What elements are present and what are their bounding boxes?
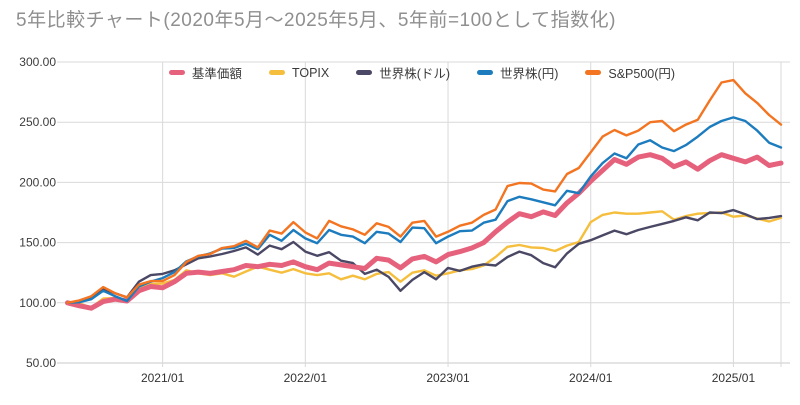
legend-item-0[interactable]: 基準価額 — [168, 63, 242, 82]
legend-label: 世界株(ドル) — [379, 67, 451, 81]
legend-label: 世界株(円) — [500, 67, 559, 81]
legend-item-2[interactable]: 世界株(ドル) — [356, 63, 450, 82]
legend-label: 基準価額 — [191, 67, 242, 81]
legend-label: TOPIX — [291, 65, 330, 80]
series-line-TOPIX — [66, 210, 783, 309]
chart-title: 5年比較チャート(2020年5月〜2025年5月、5年前=100として指数化) — [16, 10, 616, 31]
legend-swatch-icon — [356, 70, 373, 75]
y-axis-label: 50.00 — [26, 356, 56, 370]
x-axis-label: 2023/01 — [426, 371, 470, 385]
legend-swatch-icon — [268, 70, 285, 75]
x-axis-label: 2025/01 — [712, 371, 756, 385]
series-line-基準価額 — [65, 152, 784, 311]
legend-swatch-icon — [168, 70, 185, 75]
legend-swatch-icon — [585, 70, 602, 75]
series-line-世界株(ドル) — [66, 208, 783, 304]
y-axis-label: 300.00 — [19, 55, 56, 69]
y-axis-label: 200.00 — [19, 175, 56, 189]
x-axis-label: 2021/01 — [141, 371, 185, 385]
series-line-S&P500(円) — [66, 78, 783, 304]
chart-legend: 基準価額 TOPIX 世界株(ドル) 世界株(円) S&P500(円) — [62, 63, 782, 82]
x-axis-label: 2024/01 — [569, 371, 613, 385]
x-axis-label: 2022/01 — [284, 371, 328, 385]
legend-item-4[interactable]: S&P500(円) — [585, 63, 675, 82]
legend-label: S&P500(円) — [608, 67, 676, 81]
y-axis-label: 250.00 — [19, 115, 56, 129]
y-axis-label: 100.00 — [19, 296, 56, 310]
y-axis-label: 150.00 — [19, 236, 56, 250]
legend-item-3[interactable]: 世界株(円) — [477, 63, 558, 82]
legend-swatch-icon — [477, 70, 494, 75]
legend-item-1[interactable]: TOPIX — [268, 65, 330, 80]
